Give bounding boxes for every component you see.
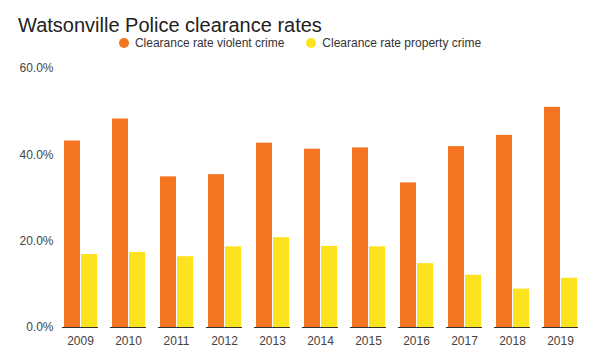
svg-text:2010: 2010 [115,334,142,348]
svg-text:2012: 2012 [211,334,238,348]
svg-text:2013: 2013 [259,334,286,348]
svg-text:20.0%: 20.0% [19,234,53,248]
svg-text:2018: 2018 [499,334,526,348]
svg-text:2014: 2014 [307,334,334,348]
svg-text:2019: 2019 [547,334,574,348]
svg-text:2011: 2011 [164,334,190,348]
svg-text:2016: 2016 [403,334,430,348]
svg-text:60.0%: 60.0% [19,61,53,75]
svg-text:2015: 2015 [355,334,382,348]
html-text:Clearance rate property crime: Clearance rate property crime [322,36,482,50]
svg-text:2017: 2017 [451,334,478,348]
svg-text:0.0%: 0.0% [26,320,54,334]
svg-text:2009: 2009 [67,334,94,348]
html-text:Watsonville Police clearance r: Watsonville Police clearance rates [18,14,322,36]
html-text:Clearance rate violent crime: Clearance rate violent crime [134,36,285,50]
svg-text:40.0%: 40.0% [19,148,53,162]
